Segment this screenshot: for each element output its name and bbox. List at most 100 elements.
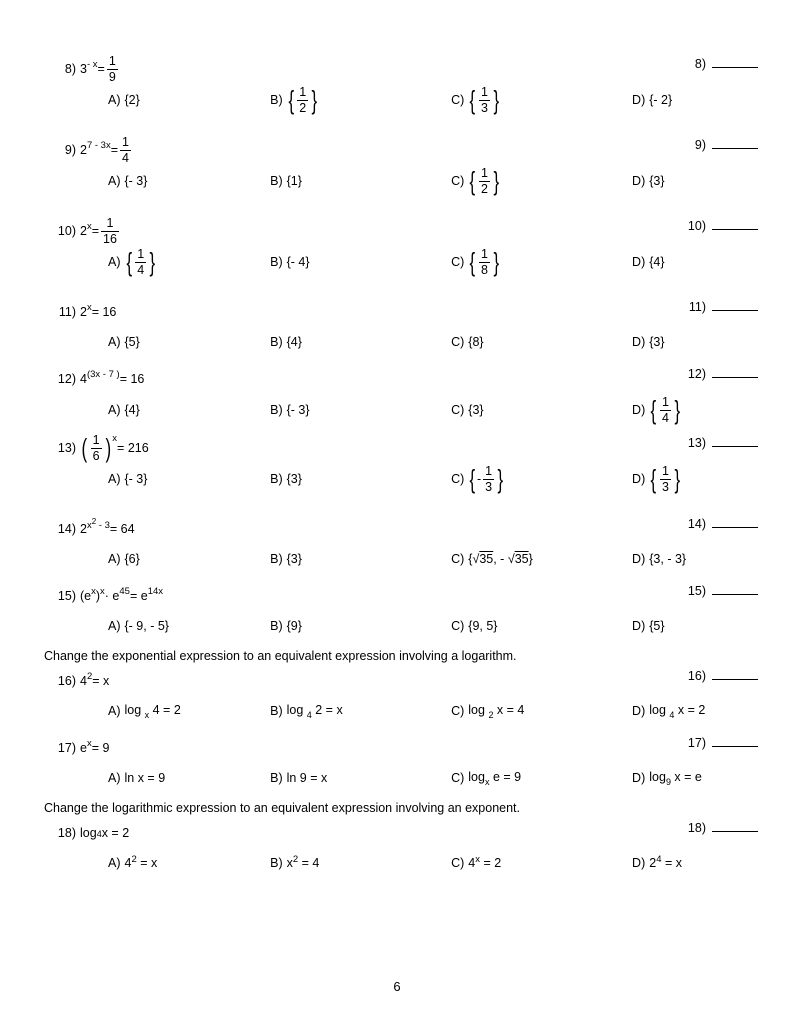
answer-blank-line[interactable] (712, 67, 758, 68)
option-value: {3, - 3} (649, 552, 686, 566)
question-number: 18) (48, 826, 80, 840)
option-A: A) {6} (108, 546, 270, 572)
option-B: B){3} (270, 465, 451, 493)
option-label: A) (108, 771, 121, 785)
question-number: 10) (48, 224, 80, 238)
answer-blank: 15) (688, 584, 758, 598)
option-B: B)log 4 2 = x (270, 698, 451, 724)
answer-blank-line[interactable] (712, 148, 758, 149)
options-row: A){6}B){3}C){√35, - √35}D){3, - 3} (48, 546, 764, 572)
option-D: D)log 4 x = 2 (632, 698, 764, 724)
option-C: C){- 13} (451, 465, 632, 493)
option-value: {4} (287, 335, 302, 349)
option-B: B){3} (270, 546, 451, 572)
answer-blank-number: 14) (688, 517, 706, 531)
option-value: {2} (125, 93, 140, 107)
question-14: 14)14)2x2 - 3= 64A){6}B){3}C){√35, - √35… (48, 515, 764, 572)
answer-blank-line[interactable] (712, 377, 758, 378)
option-A: A){4} (108, 396, 270, 424)
option-C: C) logx e = 9 (451, 765, 632, 791)
option-label: A) (108, 856, 121, 870)
option-C: C){3} (451, 396, 632, 424)
option-value: {13} (649, 465, 681, 493)
answer-blank-line[interactable] (712, 594, 758, 595)
answer-blank-line[interactable] (712, 746, 758, 747)
option-label: C) (451, 619, 464, 633)
question-prompt: 4(3x - 7 ) = 16 (80, 372, 144, 386)
option-value: ln 9 = x (287, 771, 328, 785)
option-label: A) (108, 255, 121, 269)
option-value: {14} (125, 248, 157, 276)
option-label: B) (270, 174, 283, 188)
option-value: log 4 x = 2 (649, 703, 705, 720)
answer-blank-line[interactable] (712, 229, 758, 230)
option-value: {- 3} (125, 472, 148, 486)
answer-blank: 10) (688, 219, 758, 233)
answer-blank: 17) (688, 736, 758, 750)
option-label: A) (108, 552, 121, 566)
question-prompt-line: 16)42 = x (48, 667, 764, 695)
option-value: {4} (649, 255, 664, 269)
answer-blank-line[interactable] (712, 310, 758, 311)
option-C: C){13} (451, 86, 632, 114)
option-value: logx e = 9 (468, 770, 521, 787)
question-prompt: 2x2 - 3= 64 (80, 522, 135, 536)
option-label: C) (451, 335, 464, 349)
option-value: {14} (649, 396, 681, 424)
question-prompt-line: 10)2x = 116 (48, 217, 764, 245)
option-B: B){- 4} (270, 248, 451, 276)
option-label: C) (451, 174, 464, 188)
option-label: A) (108, 93, 121, 107)
option-label: B) (270, 619, 283, 633)
option-value: log x 4 = 2 (125, 703, 181, 720)
question-prompt: 3- x = 19 (80, 55, 120, 83)
option-value: {5} (649, 619, 664, 633)
option-label: B) (270, 552, 283, 566)
option-D: D)log9 x = e (632, 765, 764, 791)
question-prompt-line: 11) 2x = 16 (48, 298, 764, 326)
question-prompt-line: 12)4(3x - 7 ) = 16 (48, 365, 764, 393)
option-value: {9} (287, 619, 302, 633)
option-label: C) (451, 93, 464, 107)
question-10: 10)10)2x = 116A){14}B){- 4}C){18}D){4} (48, 217, 764, 276)
option-B: B)x2 = 4 (270, 850, 451, 876)
option-C: C) {8} (451, 329, 632, 355)
option-label: D) (632, 335, 645, 349)
option-label: D) (632, 472, 645, 486)
question-18: 18)18)log 4 x = 2A)42 = xB)x2 = 4C)4x = … (48, 819, 764, 876)
option-label: D) (632, 174, 645, 188)
option-D: D){3, - 3} (632, 546, 764, 572)
option-label: B) (270, 335, 283, 349)
options-row: A)log x 4 = 2B)log 4 2 = xC)log 2 x = 4D… (48, 698, 764, 724)
question-prompt-line: 15)(ex)x · e45 = e14x (48, 582, 764, 610)
option-value: {6} (125, 552, 140, 566)
option-label: C) (451, 856, 464, 870)
option-label: C) (451, 771, 464, 785)
option-value: {8} (468, 335, 483, 349)
option-label: A) (108, 472, 121, 486)
answer-blank: 11) (689, 300, 758, 314)
option-value: 4x = 2 (468, 856, 501, 870)
option-value: {3} (468, 403, 483, 417)
option-value: ln x = 9 (125, 771, 166, 785)
question-prompt-line: 9)27 - 3x = 14 (48, 136, 764, 164)
option-A: A) {2} (108, 86, 270, 114)
option-D: D) {13} (632, 465, 764, 493)
answer-blank: 13) (688, 436, 758, 450)
option-A: A) {14} (108, 248, 270, 276)
question-15: 15)15)(ex)x · e45 = e14xA){- 9, - 5}B){9… (48, 582, 764, 639)
answer-blank-number: 8) (695, 57, 706, 71)
question-prompt-line: 8) 3- x = 19 (48, 55, 764, 83)
options-row: A){5}B){4}C){8}D){3} (48, 329, 764, 355)
answer-blank-line[interactable] (712, 679, 758, 680)
option-C: C)log 2 x = 4 (451, 698, 632, 724)
answer-blank: 8) (695, 57, 758, 71)
answer-blank-line[interactable] (712, 527, 758, 528)
option-A: A){5} (108, 329, 270, 355)
option-A: A) {- 3} (108, 465, 270, 493)
answer-blank-line[interactable] (712, 831, 758, 832)
option-value: {12} (287, 86, 319, 114)
question-prompt: 2x = 16 (80, 305, 116, 319)
option-value: log 2 x = 4 (468, 703, 524, 720)
answer-blank-line[interactable] (712, 446, 758, 447)
